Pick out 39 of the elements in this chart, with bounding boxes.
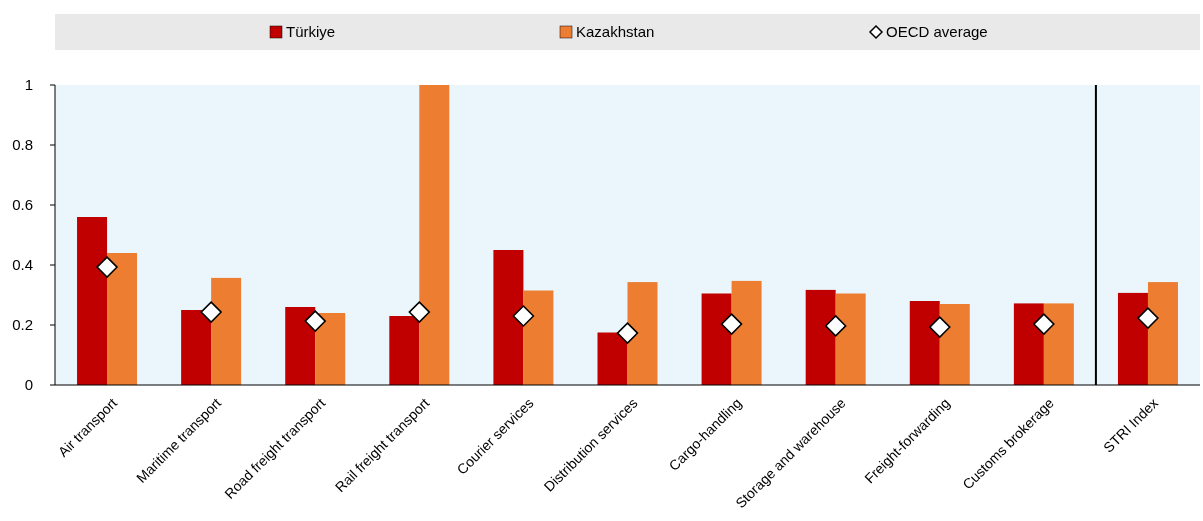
bar — [77, 217, 108, 385]
point — [929, 316, 951, 338]
legend-label: OECD average — [886, 23, 988, 41]
bar — [181, 310, 212, 385]
point — [1033, 313, 1055, 335]
bar — [731, 280, 762, 385]
bar — [419, 85, 450, 385]
point — [408, 301, 431, 323]
y-tick-label: 0.8 — [12, 136, 33, 154]
bar — [493, 250, 524, 385]
bar — [523, 290, 554, 385]
point — [616, 322, 639, 344]
bar — [701, 293, 732, 385]
bar — [211, 277, 242, 385]
y-tick-label: 0.6 — [12, 196, 33, 214]
bar — [1013, 303, 1044, 385]
bar — [805, 289, 836, 385]
bar — [285, 307, 316, 385]
y-tick-label: 1 — [24, 76, 33, 94]
y-tick-label: 0.4 — [12, 256, 33, 274]
bar — [389, 316, 420, 385]
bar — [1043, 303, 1074, 385]
point — [304, 310, 326, 332]
legend-label: Türkiye — [286, 23, 336, 41]
point — [824, 315, 847, 337]
point — [720, 313, 743, 335]
bar — [597, 332, 628, 385]
point — [96, 256, 118, 278]
bar — [939, 304, 970, 385]
bar — [909, 301, 940, 385]
y-tick-label: 0 — [24, 376, 33, 394]
bar — [315, 313, 346, 385]
bar — [627, 282, 658, 385]
point — [512, 305, 535, 327]
point — [200, 301, 222, 323]
legend-label: Kazakhstan — [576, 23, 655, 41]
bar — [835, 293, 866, 385]
y-tick-label: 0.2 — [12, 316, 33, 334]
bar — [107, 253, 138, 385]
